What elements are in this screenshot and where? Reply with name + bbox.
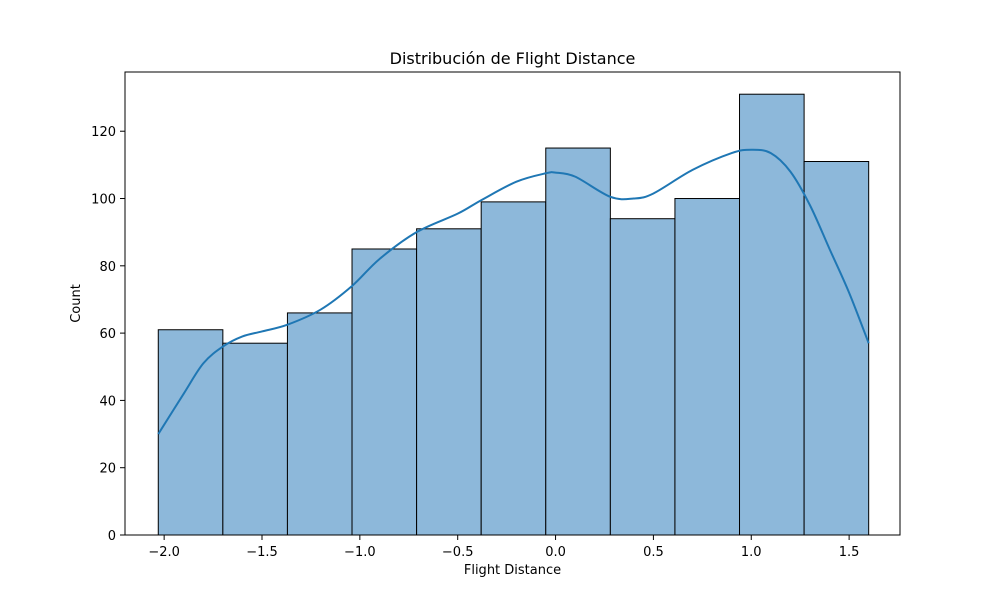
x-tick-label: −1.5 [246,545,278,560]
bars-layer [157,93,870,536]
x-tick-label: 0.0 [545,545,566,560]
x-tick-label: −0.5 [442,545,474,560]
histogram-bar [222,342,288,536]
y-tick-label: 20 [99,462,116,477]
histogram-bar [674,198,741,536]
x-tick-label: 1.0 [741,545,762,560]
histogram-bar [480,201,547,536]
histogram-bar [609,218,676,536]
y-tick-label: 60 [99,327,116,342]
kde-curve [157,148,870,435]
x-tick-label: 0.5 [643,545,664,560]
y-tick-label: 0 [108,529,116,544]
x-axis-label: Flight Distance [464,563,561,578]
plot-frame [124,71,901,536]
y-tick-label: 100 [91,193,116,208]
histogram-bar [157,329,224,536]
y-tick-label: 80 [99,260,116,275]
histogram-bar [803,161,870,536]
x-tick-label: 1.5 [839,545,860,560]
histogram-bar [545,147,611,536]
histogram-bar [739,93,805,536]
histogram-bar [416,228,482,536]
histogram-bar [351,248,418,536]
x-tick-label: −1.0 [344,545,376,560]
histogram-bar [286,312,353,536]
x-axis-ticks: −2.0 −1.5 −1.0 −0.5 0.0 0.5 1.0 1.5 [148,535,859,560]
chart-title: Distribución de Flight Distance [390,49,636,68]
x-tick-label: −2.0 [148,545,180,560]
y-tick-label: 120 [91,125,116,140]
y-tick-label: 40 [99,394,116,409]
y-axis-ticks: 0 20 40 60 80 100 120 [91,125,125,544]
y-axis-label: Count [69,284,84,323]
